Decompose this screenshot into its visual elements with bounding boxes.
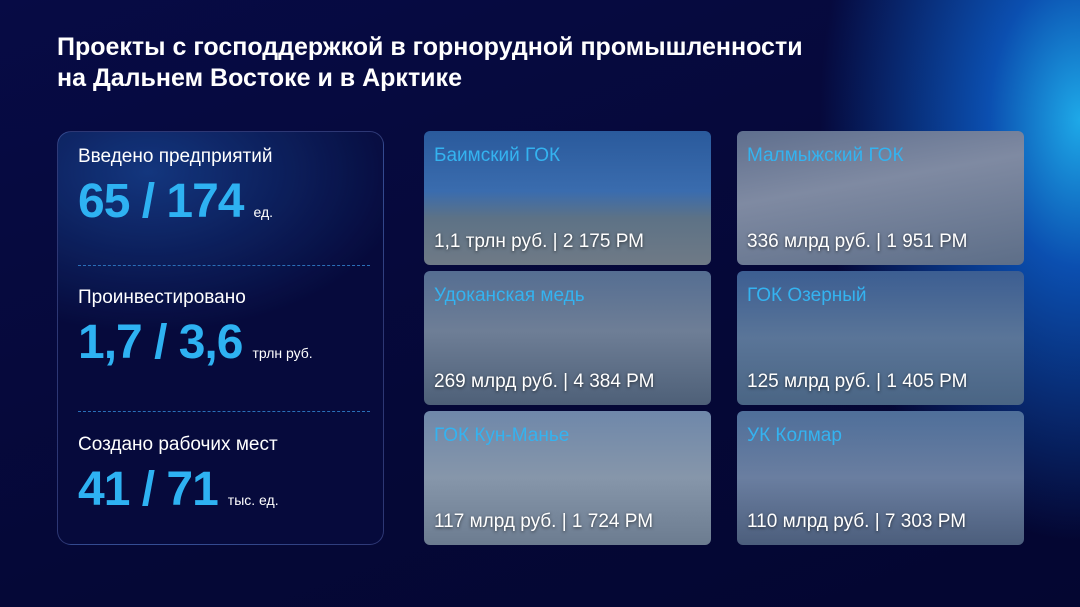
- project-card-udokan: Удоканская медь 269 млрд руб. | 4 384 РМ: [424, 271, 711, 405]
- title-line-2: на Дальнем Востоке и в Арктике: [57, 64, 462, 92]
- divider: [78, 265, 370, 266]
- project-info: 125 млрд руб. | 1 405 РМ: [747, 371, 968, 392]
- stat-enterprises: Введено предприятий 65 / 174 ед.: [78, 146, 368, 229]
- project-card-kolmar: УК Колмар 110 млрд руб. | 7 303 РМ: [737, 411, 1024, 545]
- stat-unit: трлн руб.: [252, 345, 313, 361]
- project-name: УК Колмар: [747, 425, 842, 446]
- stats-panel: Введено предприятий 65 / 174 ед. Проинвес…: [57, 131, 384, 545]
- project-info: 110 млрд руб. | 7 303 РМ: [747, 511, 967, 532]
- stat-investment: Проинвестировано 1,7 / 3,6 трлн руб.: [78, 287, 368, 370]
- project-name: Удоканская медь: [434, 285, 585, 306]
- stat-unit: ед.: [253, 204, 274, 220]
- project-card-baimsky: Баимский ГОК 1,1 трлн руб. | 2 175 РМ: [424, 131, 711, 265]
- divider: [78, 411, 370, 412]
- project-card-kun-manye: ГОК Кун-Манье 117 млрд руб. | 1 724 РМ: [424, 411, 711, 545]
- project-name: ГОК Кун-Манье: [434, 425, 570, 446]
- project-name: Малмыжский ГОК: [747, 145, 904, 166]
- stat-label: Создано рабочих мест: [78, 434, 278, 455]
- project-info: 269 млрд руб. | 4 384 РМ: [434, 371, 655, 392]
- project-info: 1,1 трлн руб. | 2 175 РМ: [434, 231, 645, 252]
- project-info: 117 млрд руб. | 1 724 РМ: [434, 511, 654, 532]
- stat-unit: тыс. ед.: [227, 492, 279, 508]
- project-card-malmyzh: Малмыжский ГОК 336 млрд руб. | 1 951 РМ: [737, 131, 1024, 265]
- stat-value: 1,7 / 3,6: [78, 316, 243, 369]
- stat-label: Введено предприятий: [78, 146, 273, 167]
- project-name: ГОК Озерный: [747, 285, 867, 306]
- project-name: Баимский ГОК: [434, 145, 561, 166]
- stat-value: 65 / 174: [78, 175, 244, 228]
- stat-label: Проинвестировано: [78, 287, 246, 308]
- title-line-1: Проекты с господдержкой в горнорудной пр…: [57, 33, 803, 61]
- project-info: 336 млрд руб. | 1 951 РМ: [747, 231, 968, 252]
- project-card-ozerny: ГОК Озерный 125 млрд руб. | 1 405 РМ: [737, 271, 1024, 405]
- page-title: Проекты с господдержкой в горнорудной пр…: [57, 32, 803, 94]
- stat-jobs: Создано рабочих мест 41 / 71 тыс. ед.: [78, 434, 368, 517]
- stat-value: 41 / 71: [78, 463, 219, 516]
